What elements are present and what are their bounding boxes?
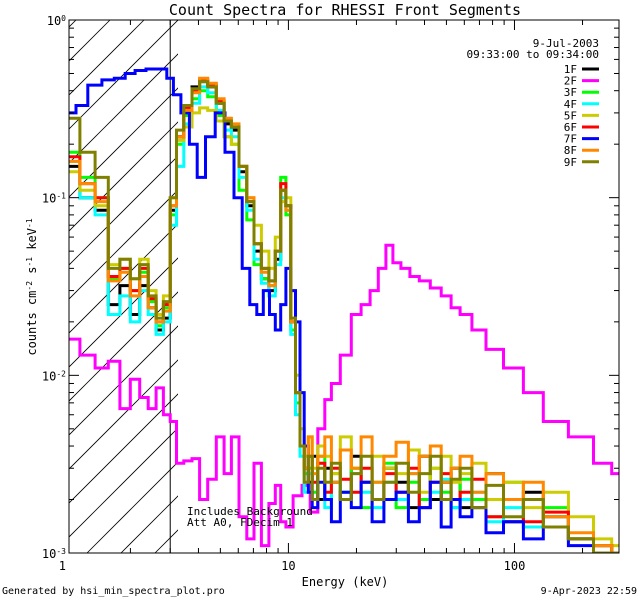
footer-generated-by: Generated by hsi_min_spectra_plot.pro	[2, 586, 225, 597]
footer-timestamp: 9-Apr-2023 22:59	[541, 586, 637, 597]
series-line-9f	[69, 80, 619, 553]
y-tick-label: 10-1	[42, 191, 66, 206]
legend-label-8f: 8F	[564, 144, 577, 157]
x-tick-label: 1	[59, 559, 66, 573]
x-tick-label: 10	[281, 559, 295, 573]
x-axis-label: Energy (keV)	[302, 575, 389, 589]
excluded-energy-hatch	[69, 20, 178, 553]
legend-label-7f: 7F	[564, 133, 577, 146]
observation-date: 9-Jul-2003	[533, 37, 599, 50]
chart-title: Count Spectra for RHESSI Front Segments	[169, 1, 521, 19]
legend-label-3f: 3F	[564, 86, 577, 99]
legend-label-5f: 5F	[564, 109, 577, 122]
series-line-2f	[69, 243, 619, 548]
y-tick-label: 10-2	[42, 369, 66, 384]
legend-label-9f: 9F	[564, 156, 577, 169]
x-tick-label: 100	[504, 559, 526, 573]
y-tick-labels: 100 10-1 10-2 10-3	[42, 14, 66, 562]
axis-ticks	[69, 19, 619, 554]
time-range: 09:33:00 to 09:34:00	[467, 48, 599, 61]
y-axis-label: counts cm-2 s-1 keV-1	[25, 218, 40, 355]
legend-label-4f: 4F	[564, 98, 577, 111]
legend-label-2f: 2F	[564, 75, 577, 88]
series-group	[69, 67, 619, 553]
annotation-attenuator: Att A0, FDecim 1	[187, 516, 293, 529]
legend-label-1f: 1F	[564, 63, 577, 76]
legend-label-6f: 6F	[564, 121, 577, 134]
plot-frame	[68, 19, 620, 554]
y-tick-label: 10-3	[42, 547, 66, 562]
y-tick-label: 100	[47, 14, 66, 29]
x-tick-labels: 1 10 100	[59, 559, 526, 573]
annotation-background: Includes Background	[187, 505, 313, 518]
